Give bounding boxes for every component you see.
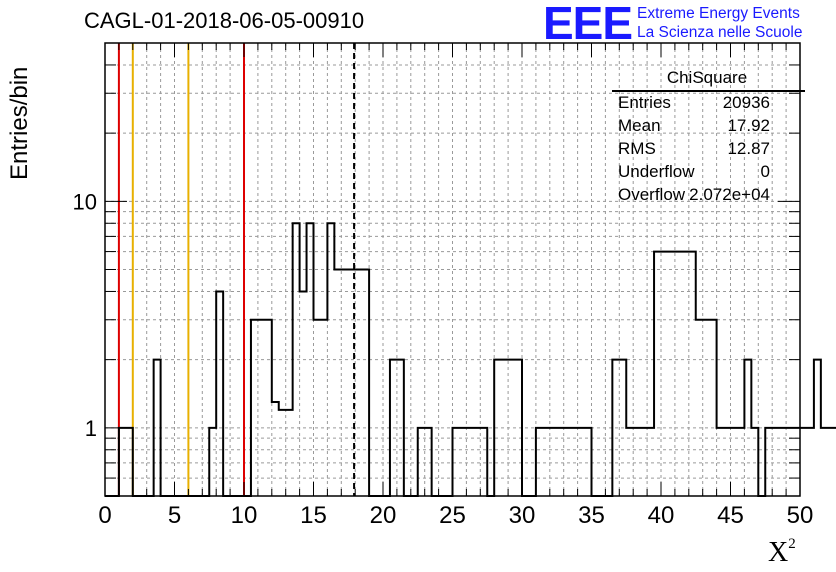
stats-overflow-label: Overflow — [618, 185, 686, 204]
chart-title: CAGL-01-2018-06-05-00910 — [84, 8, 365, 33]
stats-mean-label: Mean — [618, 116, 661, 135]
stats-underflow-value: 0 — [760, 162, 770, 181]
stats-row-underflow: Underflow 0 — [618, 162, 770, 184]
x-tick-label: 50 — [787, 502, 814, 529]
y-axis-label: Entries/bin — [6, 66, 33, 180]
x-tick-label: 20 — [370, 502, 397, 529]
x-tick-label: 30 — [509, 502, 536, 529]
y-tick-labels: 1 10 — [73, 189, 97, 441]
x-tick-label: 15 — [300, 502, 327, 529]
stats-row-mean: Mean 17.92 — [618, 116, 770, 138]
x-axis-symbol: X — [768, 537, 789, 568]
stats-overflow-value: 2.072e+04 — [689, 185, 770, 204]
stats-rms-value: 12.87 — [727, 139, 770, 158]
stats-row-entries: Entries 20936 — [618, 93, 770, 115]
x-tick-label: 40 — [648, 502, 675, 529]
logo-line-2: La Scienza nelle Scuole — [637, 24, 803, 41]
stats-title: ChiSquare — [666, 68, 748, 87]
stats-mean-value: 17.92 — [727, 116, 770, 135]
stats-rms-label: RMS — [618, 139, 656, 158]
axis-ticks — [104, 42, 801, 497]
stats-underflow-label: Underflow — [618, 162, 695, 181]
y-tick-label: 10 — [73, 189, 97, 214]
x-tick-label: 0 — [98, 502, 111, 529]
x-tick-labels: 0 5 10 15 20 25 30 35 40 45 50 — [98, 502, 813, 529]
x-tick-label: 25 — [439, 502, 466, 529]
x-tick-label: 45 — [717, 502, 744, 529]
x-tick-label: 35 — [578, 502, 605, 529]
x-axis-superscript: 2 — [788, 536, 796, 552]
x-tick-label: 10 — [231, 502, 258, 529]
y-tick-label: 1 — [85, 416, 97, 441]
logo-line-1: Extreme Energy Events — [637, 5, 800, 22]
stats-entries-label: Entries — [618, 93, 671, 112]
stats-entries-value: 20936 — [722, 93, 770, 112]
reference-lines — [117, 43, 356, 496]
histogram-outline — [105, 222, 836, 497]
stats-row-rms: RMS 12.87 — [618, 139, 770, 161]
x-tick-label: 5 — [168, 502, 181, 529]
eee-logo: EEE Extreme Energy Events La Scienza nel… — [543, 0, 833, 49]
logo-mark: EEE — [543, 0, 633, 49]
stats-divider — [612, 90, 805, 92]
x-axis-label: X2 — [768, 536, 796, 569]
stats-row-overflow: Overflow 2.072e+04 — [618, 185, 770, 207]
